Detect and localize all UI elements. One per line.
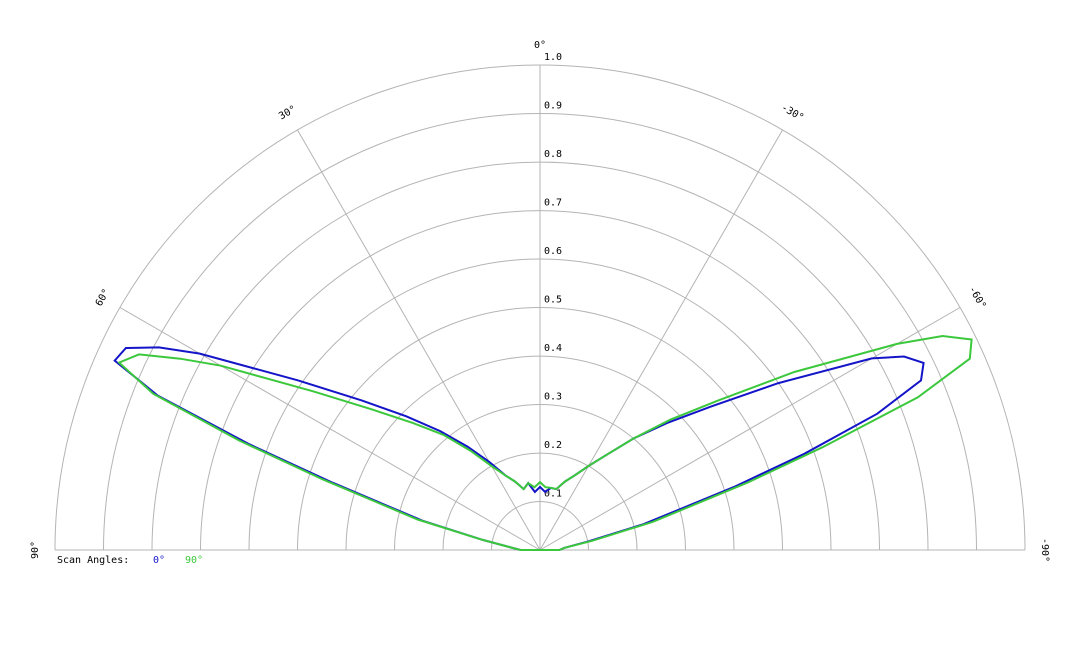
grid-spoke xyxy=(539,129,783,551)
r-tick-label: 0.8 xyxy=(544,149,562,160)
theta-tick-label: -90° xyxy=(1039,538,1050,562)
theta-tick-label: 30° xyxy=(277,104,298,123)
r-tick-label: 0.1 xyxy=(544,489,562,500)
grid-spoke xyxy=(119,307,541,551)
r-tick-label: 1.0 xyxy=(544,52,562,63)
series-line xyxy=(113,346,925,551)
r-tick-label: 0.9 xyxy=(544,101,562,112)
legend-title: Scan Angles: xyxy=(57,555,129,566)
theta-tick-label: 60° xyxy=(94,287,113,308)
grid-spoke xyxy=(539,307,961,551)
theta-tick-label: 90° xyxy=(30,541,41,559)
series-line xyxy=(117,334,973,551)
r-tick-label: 0.5 xyxy=(544,295,562,306)
grid-spoke xyxy=(297,129,541,551)
r-tick-label: 0.3 xyxy=(544,392,562,403)
theta-tick-label: 0° xyxy=(534,40,546,51)
r-tick-label: 0.7 xyxy=(544,198,562,209)
r-tick-label: 0.6 xyxy=(544,246,562,257)
legend-entry: 0° xyxy=(153,555,165,566)
theta-tick-label: -30° xyxy=(779,102,805,124)
r-tick-label: 0.2 xyxy=(544,440,562,451)
r-tick-label: 0.4 xyxy=(544,343,562,354)
legend-entry: 90° xyxy=(185,555,203,566)
theta-tick-label: -60° xyxy=(966,285,988,311)
